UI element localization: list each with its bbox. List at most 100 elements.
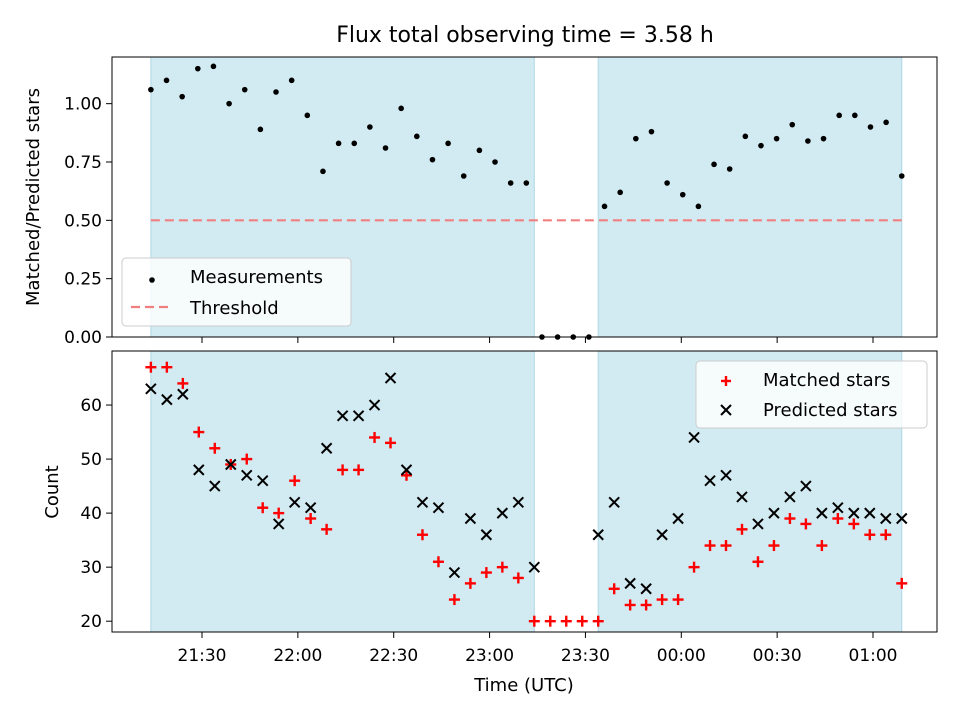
measurement-point xyxy=(898,173,905,179)
matched-star-point xyxy=(193,426,205,438)
y-tick-label: 60 xyxy=(80,396,102,416)
predicted-star-point xyxy=(848,507,860,519)
matched-star-point xyxy=(576,615,588,627)
y-tick-label: 40 xyxy=(80,504,102,524)
y-tick-label: 20 xyxy=(80,612,102,632)
measurement-point xyxy=(711,161,717,168)
measurement-point xyxy=(852,112,858,119)
measurement-point xyxy=(476,147,483,154)
measurement-point xyxy=(492,159,498,165)
matched-star-point xyxy=(337,464,349,476)
predicted-star-point xyxy=(768,507,780,519)
measurement-point xyxy=(742,133,749,140)
measurement-point xyxy=(320,168,326,175)
matched-star-point xyxy=(544,615,556,627)
measurement-point xyxy=(820,135,827,142)
predicted-star-point xyxy=(432,502,445,514)
y-tick-label: 1.00 xyxy=(64,95,102,115)
matched-star-point xyxy=(592,615,604,627)
measurement-point xyxy=(210,63,217,70)
measurement-point xyxy=(836,112,842,119)
matched-star-point xyxy=(416,529,428,541)
predicted-star-point xyxy=(672,512,684,525)
measurement-point xyxy=(679,191,686,198)
top-panel-frame xyxy=(111,56,938,338)
predicted-star-point xyxy=(640,583,652,595)
matched-star-point xyxy=(656,594,668,606)
predicted-star-point xyxy=(816,507,828,519)
chart-title: Flux total observing time = 3.58 h xyxy=(336,23,714,48)
matched-star-point xyxy=(512,572,524,584)
predicted-star-point xyxy=(752,518,764,530)
measurement-point xyxy=(335,140,342,147)
measurement-point xyxy=(883,119,889,126)
matched-star-point xyxy=(784,513,796,525)
predicted-star-point xyxy=(624,577,636,590)
measurement-point xyxy=(867,124,874,130)
predicted-star-point xyxy=(496,507,509,519)
measurement-point xyxy=(726,166,733,172)
predicted-star-point xyxy=(784,491,796,503)
predicted-star-point xyxy=(304,502,317,514)
predicted-star-point xyxy=(209,480,221,492)
y-tick-label: 0.25 xyxy=(64,270,102,290)
y-tick-label: 0.00 xyxy=(64,328,102,348)
bottom-legend-box xyxy=(695,360,928,429)
y-tick-label: 50 xyxy=(80,450,102,470)
matched-star-point xyxy=(369,431,381,443)
measurement-point xyxy=(257,126,264,133)
measurement-point xyxy=(241,86,248,93)
matched-star-point xyxy=(640,599,652,611)
measurement-point xyxy=(460,173,467,179)
predicted-star-point xyxy=(320,442,333,454)
predicted-star-point xyxy=(736,491,748,503)
predicted-star-point xyxy=(384,372,397,384)
measurement-point xyxy=(664,180,670,186)
legend-matched-label: Matched stars xyxy=(763,370,890,391)
matched-star-point xyxy=(800,518,812,530)
predicted-star-point xyxy=(528,561,541,573)
measurement-point xyxy=(195,65,201,72)
measurement-point xyxy=(398,105,404,112)
matched-star-point xyxy=(289,475,301,487)
matched-star-point xyxy=(480,567,492,579)
predicted-star-point xyxy=(368,399,381,411)
predicted-star-point xyxy=(272,518,285,530)
matched-star-point xyxy=(768,540,780,552)
matched-star-point xyxy=(448,594,460,606)
x-tick-label: 23:00 xyxy=(465,646,514,666)
predicted-star-point xyxy=(864,507,876,519)
matched-star-point xyxy=(432,556,444,568)
legend-predicted-label: Predicted stars xyxy=(763,400,897,421)
measurement-point xyxy=(523,180,530,186)
y-tick-label: 0.75 xyxy=(64,153,102,173)
measurement-point xyxy=(367,124,373,130)
predicted-star-point xyxy=(704,474,716,487)
matched-star-point xyxy=(736,523,748,535)
matched-star-point xyxy=(672,594,684,606)
legend-predicted-marker xyxy=(720,404,732,416)
measurement-point xyxy=(758,142,764,149)
predicted-star-point xyxy=(592,529,604,541)
x-tick-label: 22:00 xyxy=(273,646,322,666)
bottom-panel-frame xyxy=(111,350,938,633)
predicted-star-point xyxy=(225,458,237,471)
measurement-point xyxy=(414,133,420,140)
predicted-star-point xyxy=(896,512,908,525)
x-tick-label: 22:30 xyxy=(369,646,418,666)
measurement-point xyxy=(648,128,655,135)
measurement-point xyxy=(789,121,796,128)
predicted-star-point xyxy=(416,496,429,509)
legend-threshold-label: Threshold xyxy=(189,298,279,319)
predicted-star-point xyxy=(832,502,844,514)
bottom-legend: Matched stars Predicted stars xyxy=(695,360,928,429)
matched-star-point xyxy=(624,599,636,611)
matched-star-point xyxy=(880,529,892,541)
predicted-star-point xyxy=(688,431,700,444)
top-legend-box xyxy=(121,257,352,327)
predicted-star-point xyxy=(193,464,205,476)
shaded-period-bottom-1 xyxy=(150,350,535,633)
measurement-point xyxy=(695,203,702,210)
bottom-y-axis-label: Count xyxy=(42,465,63,518)
predicted-star-point xyxy=(161,393,173,406)
